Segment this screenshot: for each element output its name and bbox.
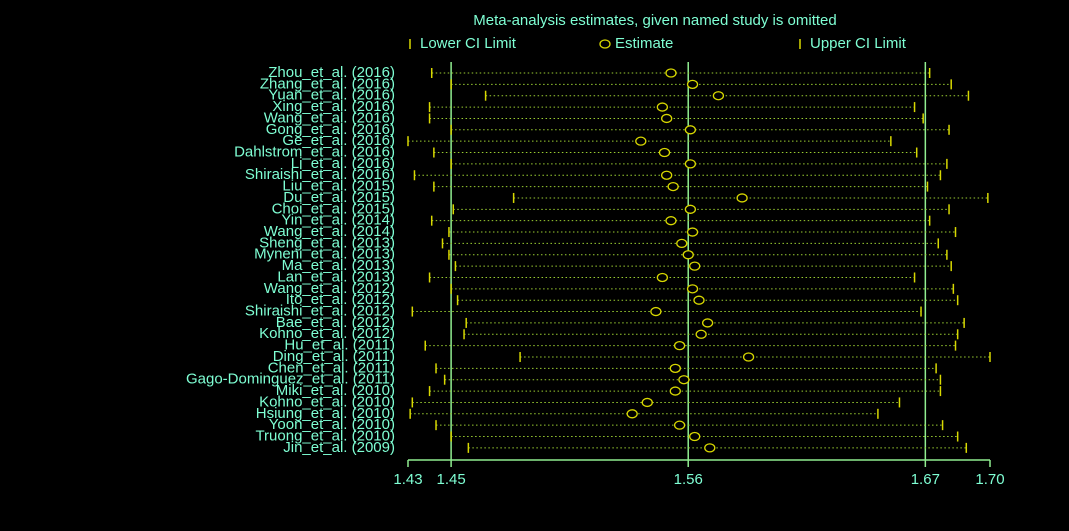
study-label: Kohno_et_al. (2010) xyxy=(259,393,395,410)
study-label: Sheng_et_al. (2013) xyxy=(259,234,395,251)
estimate xyxy=(742,352,755,362)
study-label: Wang_et_al. (2016) xyxy=(264,109,395,126)
estimate xyxy=(661,113,673,124)
study-label: Jin_et_al. (2009) xyxy=(283,439,395,456)
study-label: Li_et_al. (2016) xyxy=(291,155,395,172)
study-label: Kohno_et_al. (2012) xyxy=(259,325,395,342)
estimate xyxy=(656,272,669,283)
legend-label: Lower CI Limit xyxy=(420,35,517,52)
estimate xyxy=(656,102,669,112)
study-label: Ma_et_al. (2013) xyxy=(282,257,395,274)
study-label: Xing_et_al. (2016) xyxy=(272,98,395,115)
estimate xyxy=(686,284,699,294)
study-label: Bae_et_al. (2012) xyxy=(276,314,395,331)
study-label: Myneni_et_al. (2013) xyxy=(254,246,395,263)
chart-title: Meta-analysis estimates, given named stu… xyxy=(473,12,837,29)
estimate xyxy=(635,136,647,146)
estimate xyxy=(693,295,705,305)
estimate xyxy=(673,420,686,430)
estimate xyxy=(695,329,707,339)
study-label: Du_et_al. (2015) xyxy=(283,189,395,206)
study-label: Wang_et_al. (2014) xyxy=(264,223,395,240)
estimate xyxy=(665,216,677,226)
study-label: Chen_et_al. (2011) xyxy=(268,359,395,376)
study-label: Wang_et_al. (2012) xyxy=(264,280,395,297)
study-label: Liu_et_al. (2015) xyxy=(282,178,395,195)
estimate xyxy=(682,250,694,260)
study-label: Zhou_et_al. (2016) xyxy=(268,64,395,81)
estimate xyxy=(701,318,714,328)
estimate xyxy=(712,91,725,101)
study-label: Lan_et_al. (2013) xyxy=(277,268,395,285)
study-label: Ito_et_al. (2012) xyxy=(286,291,395,308)
estimate xyxy=(736,193,748,203)
x-tick-label: 1.43 xyxy=(393,471,422,488)
estimate xyxy=(678,375,690,385)
study-label: Dahlstrom_et_al. (2016) xyxy=(234,143,395,160)
estimate xyxy=(661,170,673,180)
legend-label: Estimate xyxy=(615,35,673,52)
estimate xyxy=(689,431,701,442)
estimate xyxy=(686,227,699,237)
estimate xyxy=(669,386,681,396)
estimate xyxy=(667,181,679,192)
estimate xyxy=(650,306,662,317)
estimate xyxy=(669,363,681,374)
estimate xyxy=(658,147,671,158)
estimate xyxy=(684,125,697,135)
study-label: Gong_et_al. (2016) xyxy=(266,121,395,138)
x-tick-label: 1.67 xyxy=(911,471,940,488)
x-tick-label: 1.70 xyxy=(975,471,1004,488)
study-label: Ding_et_al. (2011) xyxy=(273,348,395,365)
x-tick-label: 1.45 xyxy=(437,471,466,488)
estimate xyxy=(684,159,697,169)
legend-label: Upper CI Limit xyxy=(810,35,907,52)
study-label: Truong_et_al. (2010) xyxy=(255,427,395,444)
study-label: Gago-Dominguez_et_al. (2011) xyxy=(186,371,395,388)
estimate xyxy=(626,409,638,419)
estimate xyxy=(676,238,688,249)
study-label: Shiraishi_et_al. (2012) xyxy=(245,303,395,320)
study-label: Miki_et_al. (2010) xyxy=(276,382,395,399)
study-label: Yuan_et_al. (2016) xyxy=(268,87,395,104)
study-label: Yin_et_al. (2014) xyxy=(281,212,395,229)
legend-symbol xyxy=(599,39,611,49)
study-label: Ge_et_al. (2016) xyxy=(282,132,395,149)
study-label: Hsiung_et_al. (2010) xyxy=(256,405,395,422)
estimate xyxy=(641,397,653,408)
estimate xyxy=(673,340,686,351)
estimate xyxy=(665,68,677,78)
x-tick-label: 1.56 xyxy=(674,471,703,488)
estimate xyxy=(684,204,697,214)
study-label: Zhang_et_al. (2016) xyxy=(260,75,395,92)
study-label: Choi_et_al. (2015) xyxy=(272,200,395,217)
study-label: Hu_et_al. (2011) xyxy=(284,337,395,354)
study-label: Shiraishi_et_al. (2016) xyxy=(245,166,395,183)
study-label: Yoon_et_al. (2010) xyxy=(269,416,395,433)
estimate xyxy=(686,79,699,90)
estimate xyxy=(689,261,701,271)
estimate xyxy=(704,443,716,453)
